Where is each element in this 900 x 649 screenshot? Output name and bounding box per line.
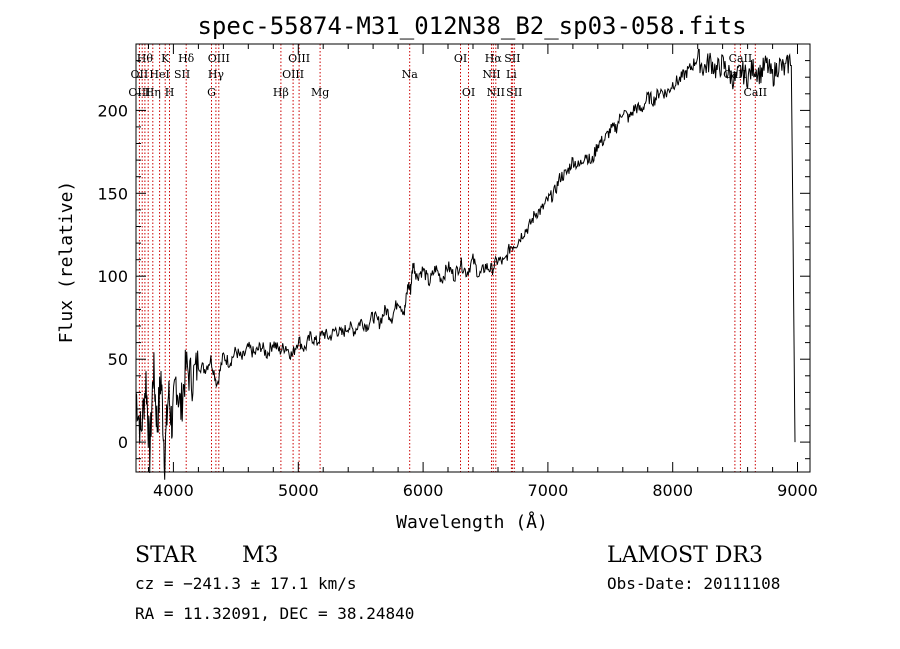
survey-name: LAMOST DR3 [607, 543, 763, 568]
y-tick-label: 200 [97, 101, 128, 120]
x-tick-label: 8000 [652, 481, 693, 500]
chart-title: spec-55874-M31_012N38_B2_sp03-058.fits [197, 12, 746, 40]
y-tick-label: 0 [118, 433, 128, 452]
line-label: SII [504, 52, 520, 65]
x-tick-label: 5000 [278, 481, 319, 500]
line-label: SII [174, 68, 190, 81]
line-label: NII [487, 86, 505, 99]
line-label: H [165, 86, 175, 99]
line-label: OI [454, 52, 467, 65]
redshift-value: cz = −241.3 ± 17.1 km/s [135, 574, 357, 593]
line-label: K [161, 52, 170, 65]
x-axis-ticks: 4000 5000 6000 7000 8000 9000 [148, 44, 818, 500]
x-tick-label: 4000 [153, 481, 194, 500]
line-label: Hδ [178, 52, 195, 65]
line-label: HeI [149, 68, 169, 81]
object-subclass: M3 [242, 543, 279, 568]
line-label: Hη [145, 86, 161, 99]
line-label: CaII [729, 52, 753, 65]
line-label: Na [402, 68, 419, 81]
y-tick-label: 100 [97, 267, 128, 286]
y-tick-label: 50 [108, 350, 128, 369]
x-tick-label: 9000 [777, 481, 818, 500]
line-label: OIII [128, 86, 150, 99]
line-label: G [207, 86, 216, 99]
object-class: STAR [135, 543, 197, 568]
line-label: OIII [282, 68, 304, 81]
observation-date: Obs-Date: 20111108 [607, 574, 780, 593]
line-label: NII [482, 68, 500, 81]
line-label: Hβ [273, 86, 289, 99]
y-axis-label: Flux (relative) [56, 181, 77, 344]
line-label: OIII [208, 52, 230, 65]
line-label: OIII [288, 52, 310, 65]
line-label: Hθ [137, 52, 154, 65]
spectrum-series [135, 48, 796, 480]
line-label: SII [506, 86, 522, 99]
coordinates: RA = 11.32091, DEC = 38.24840 [135, 604, 414, 623]
line-label: OI [462, 86, 475, 99]
line-label: Hα [485, 52, 503, 65]
line-label: CaII [743, 86, 767, 99]
x-tick-label: 7000 [528, 481, 569, 500]
spectrum-line [135, 48, 796, 480]
line-label: Mg [311, 86, 329, 99]
x-axis-label: Wavelength (Å) [396, 511, 548, 533]
y-tick-label: 150 [97, 184, 128, 203]
x-tick-label: 6000 [403, 481, 444, 500]
line-markers [138, 44, 756, 472]
y-axis-ticks: 0 50 100 150 200 [97, 60, 810, 460]
line-label: Li [506, 68, 517, 81]
line-label: OII [131, 68, 149, 81]
line-label: Hγ [208, 68, 225, 81]
